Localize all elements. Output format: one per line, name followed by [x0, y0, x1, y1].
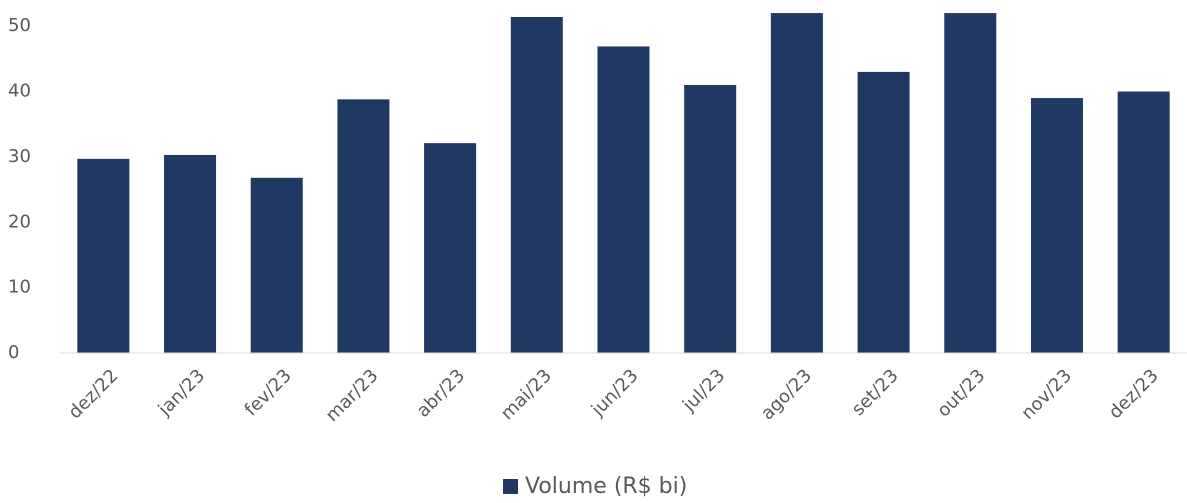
bar — [1117, 91, 1170, 353]
y-tick-label: 40 — [8, 81, 31, 102]
y-tick-label: 10 — [8, 277, 31, 298]
bar — [597, 46, 650, 353]
x-tick-label: abr/23 — [413, 365, 469, 421]
bar — [684, 84, 737, 354]
bar — [770, 13, 823, 354]
y-tick-label: 20 — [8, 211, 31, 232]
x-tick-label: mai/23 — [497, 365, 556, 424]
bar — [337, 99, 390, 353]
x-tick-label: mar/23 — [322, 365, 383, 426]
bar — [510, 16, 563, 353]
bar — [250, 177, 303, 353]
x-tick-label: jan/23 — [154, 365, 209, 420]
bar — [944, 13, 997, 354]
x-tick-label: nov/23 — [1017, 365, 1076, 424]
x-tick-label: dez/23 — [1105, 365, 1163, 423]
bar — [424, 143, 477, 353]
y-tick-label: 50 — [8, 15, 31, 36]
bar — [1030, 98, 1083, 353]
x-tick-label: dez/22 — [64, 365, 122, 423]
x-tick-label: fev/23 — [241, 365, 296, 420]
legend-swatch — [503, 479, 518, 494]
x-tick-label: jun/23 — [587, 365, 643, 421]
y-tick-label: 30 — [8, 146, 31, 167]
bar — [77, 158, 130, 353]
bar — [857, 71, 910, 353]
bar — [164, 154, 217, 353]
x-tick-label: jul/23 — [678, 365, 729, 416]
x-tick-label: out/23 — [933, 365, 989, 421]
x-tick-label: ago/23 — [757, 365, 816, 424]
x-tick-label: set/23 — [848, 365, 903, 420]
y-tick-label: 0 — [8, 342, 19, 363]
legend-label: Volume (R$ bi) — [525, 474, 687, 499]
